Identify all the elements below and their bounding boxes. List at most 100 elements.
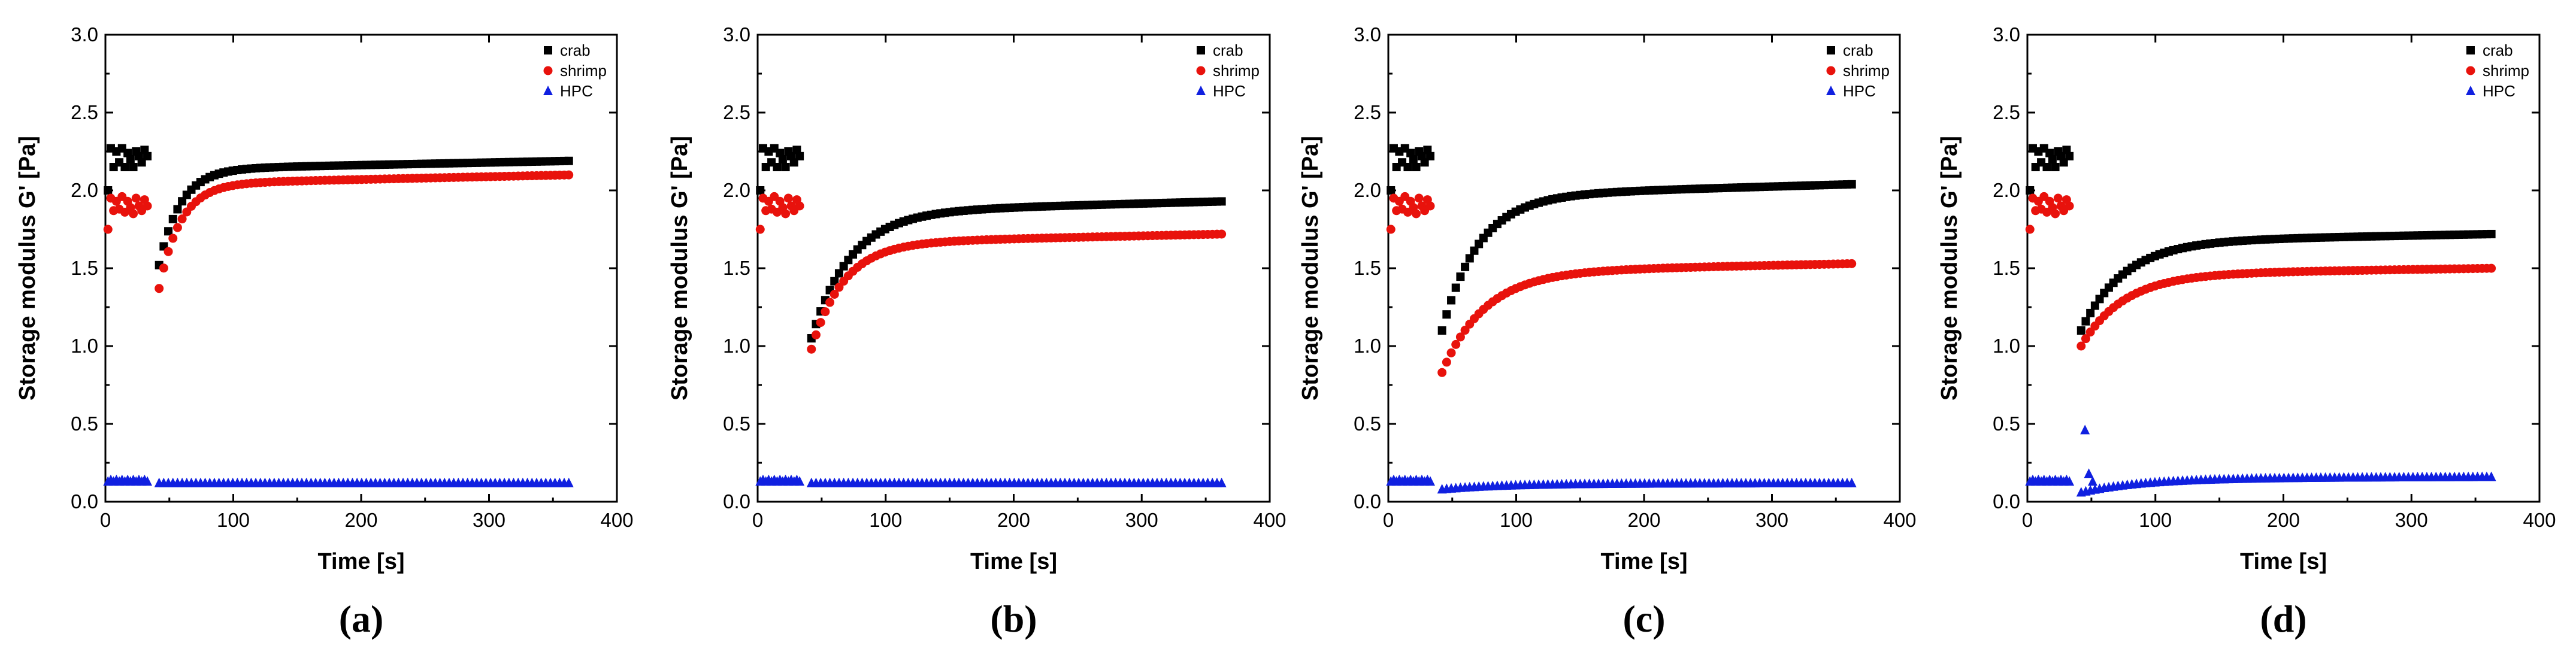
series-crab bbox=[756, 144, 1226, 342]
x-tick-label: 400 bbox=[1253, 509, 1286, 531]
legend-label-crab: crab bbox=[1213, 41, 1243, 59]
crab-point bbox=[781, 163, 790, 171]
HPC-point bbox=[2080, 424, 2090, 435]
shrimp-point bbox=[2065, 201, 2074, 211]
series-shrimp bbox=[103, 170, 574, 293]
chart-panel-4: 0 100 200 300 400 0.0 0.5 1.0 1.5 2.0 2.5 3.0 Time [… bbox=[1937, 23, 2556, 640]
legend: crab shrimp HPC bbox=[1826, 41, 1890, 100]
crab-point bbox=[2090, 301, 2099, 310]
shrimp-point bbox=[143, 201, 152, 211]
panel-label: (a) bbox=[339, 598, 384, 640]
shrimp-point bbox=[1437, 368, 1447, 377]
y-tick-label: 1.5 bbox=[1354, 257, 1381, 279]
legend-label-crab: crab bbox=[560, 41, 591, 59]
x-tick-label: 0 bbox=[100, 509, 111, 531]
series-shrimp bbox=[2025, 192, 2496, 351]
HPC-point bbox=[2486, 471, 2496, 481]
legend-marker-HPC bbox=[1826, 86, 1836, 95]
crab-point bbox=[1403, 163, 1412, 171]
shrimp-point bbox=[2025, 225, 2035, 234]
series-HPC bbox=[1386, 474, 1857, 494]
y-axis-title: Storage modulus G' [Pa] bbox=[1937, 136, 1962, 401]
legend: crab shrimp HPC bbox=[543, 41, 607, 100]
y-tick-label: 0.0 bbox=[723, 490, 750, 513]
y-tick-label: 2.5 bbox=[71, 101, 98, 123]
shrimp-point bbox=[177, 214, 187, 224]
shrimp-point bbox=[811, 330, 821, 339]
chart-panel-2: 0 100 200 300 400 0.0 0.5 1.0 1.5 2.0 2.5 3.0 Time [… bbox=[667, 23, 1287, 640]
crab-point bbox=[104, 186, 113, 195]
crab-point bbox=[143, 151, 152, 160]
crab-point bbox=[1451, 283, 1460, 292]
crab-point bbox=[2051, 163, 2060, 171]
shrimp-point bbox=[1425, 201, 1435, 211]
HPC-point bbox=[2084, 468, 2094, 478]
crab-point bbox=[778, 155, 787, 163]
legend: crab shrimp HPC bbox=[2466, 41, 2529, 100]
crab-point bbox=[830, 277, 839, 286]
crab-point bbox=[168, 214, 177, 223]
y-axis-title: Storage modulus G' [Pa] bbox=[667, 136, 692, 401]
shrimp-point bbox=[825, 298, 835, 307]
y-tick-label: 1.5 bbox=[1993, 257, 2020, 279]
legend-label-HPC: HPC bbox=[1213, 82, 1246, 100]
crab-point bbox=[795, 151, 804, 160]
shrimp-point bbox=[1446, 348, 1456, 357]
legend-label-shrimp: shrimp bbox=[560, 62, 607, 80]
x-tick-label: 400 bbox=[2523, 509, 2556, 531]
shrimp-point bbox=[159, 263, 168, 273]
shrimp-point bbox=[1451, 339, 1461, 349]
legend-label-crab: crab bbox=[1843, 41, 1873, 59]
crab-point bbox=[1847, 180, 1856, 189]
crab-point bbox=[2081, 317, 2090, 326]
crab-point bbox=[1426, 151, 1435, 160]
chart-panel-3: 0 100 200 300 400 0.0 0.5 1.0 1.5 2.0 2.5 3.0 Time [… bbox=[1298, 23, 1917, 640]
crab-point bbox=[2086, 308, 2095, 317]
legend-marker-HPC bbox=[1196, 86, 1206, 95]
shrimp-point bbox=[2051, 209, 2060, 219]
shrimp-point bbox=[834, 283, 844, 292]
plot-frame bbox=[104, 34, 618, 503]
HPC-point bbox=[1216, 477, 1227, 487]
crab-point bbox=[1465, 254, 1474, 263]
legend-label-shrimp: shrimp bbox=[2483, 62, 2529, 80]
y-tick-label: 2.5 bbox=[1354, 101, 1381, 123]
x-axis-title: Time [s] bbox=[317, 549, 404, 574]
x-tick-label: 100 bbox=[2139, 509, 2172, 531]
x-tick-label: 400 bbox=[600, 509, 633, 531]
shrimp-point bbox=[168, 234, 178, 243]
x-tick-label: 200 bbox=[997, 509, 1030, 531]
shrimp-point bbox=[2081, 334, 2090, 344]
y-tick-label: 0.5 bbox=[71, 413, 98, 435]
shrimp-point bbox=[807, 344, 816, 354]
y-tick-label: 3.0 bbox=[1993, 23, 2020, 46]
series-shrimp bbox=[755, 192, 1227, 354]
x-tick-label: 300 bbox=[1125, 509, 1158, 531]
legend-label-crab: crab bbox=[2483, 41, 2513, 59]
HPC-point bbox=[795, 476, 805, 486]
x-tick-label: 300 bbox=[473, 509, 505, 531]
y-tick-label: 2.0 bbox=[1354, 179, 1381, 201]
crab-point bbox=[1387, 186, 1396, 195]
legend-marker-crab bbox=[2466, 46, 2475, 54]
chart-panel-1: 0 100 200 300 400 0.0 0.5 1.0 1.5 2.0 2.5 3.0 Time [… bbox=[15, 23, 634, 640]
crab-point bbox=[2026, 186, 2035, 195]
crab-point bbox=[773, 163, 782, 171]
y-tick-label: 1.0 bbox=[71, 335, 98, 357]
shrimp-point bbox=[131, 193, 141, 203]
series-HPC bbox=[755, 474, 1227, 487]
x-axis-title: Time [s] bbox=[1600, 549, 1687, 574]
crab-point bbox=[178, 197, 187, 206]
crab-point bbox=[129, 163, 138, 171]
shrimp-point bbox=[783, 193, 793, 203]
y-axis-title: Storage modulus G' [Pa] bbox=[1298, 136, 1323, 401]
x-tick-label: 400 bbox=[1883, 509, 1916, 531]
y-tick-label: 2.5 bbox=[723, 101, 750, 123]
legend-label-HPC: HPC bbox=[2483, 82, 2516, 100]
series-HPC bbox=[103, 474, 574, 487]
x-tick-label: 200 bbox=[1627, 509, 1660, 531]
legend-marker-HPC bbox=[543, 86, 553, 95]
y-tick-label: 3.0 bbox=[1354, 23, 1381, 46]
x-tick-label: 100 bbox=[217, 509, 250, 531]
